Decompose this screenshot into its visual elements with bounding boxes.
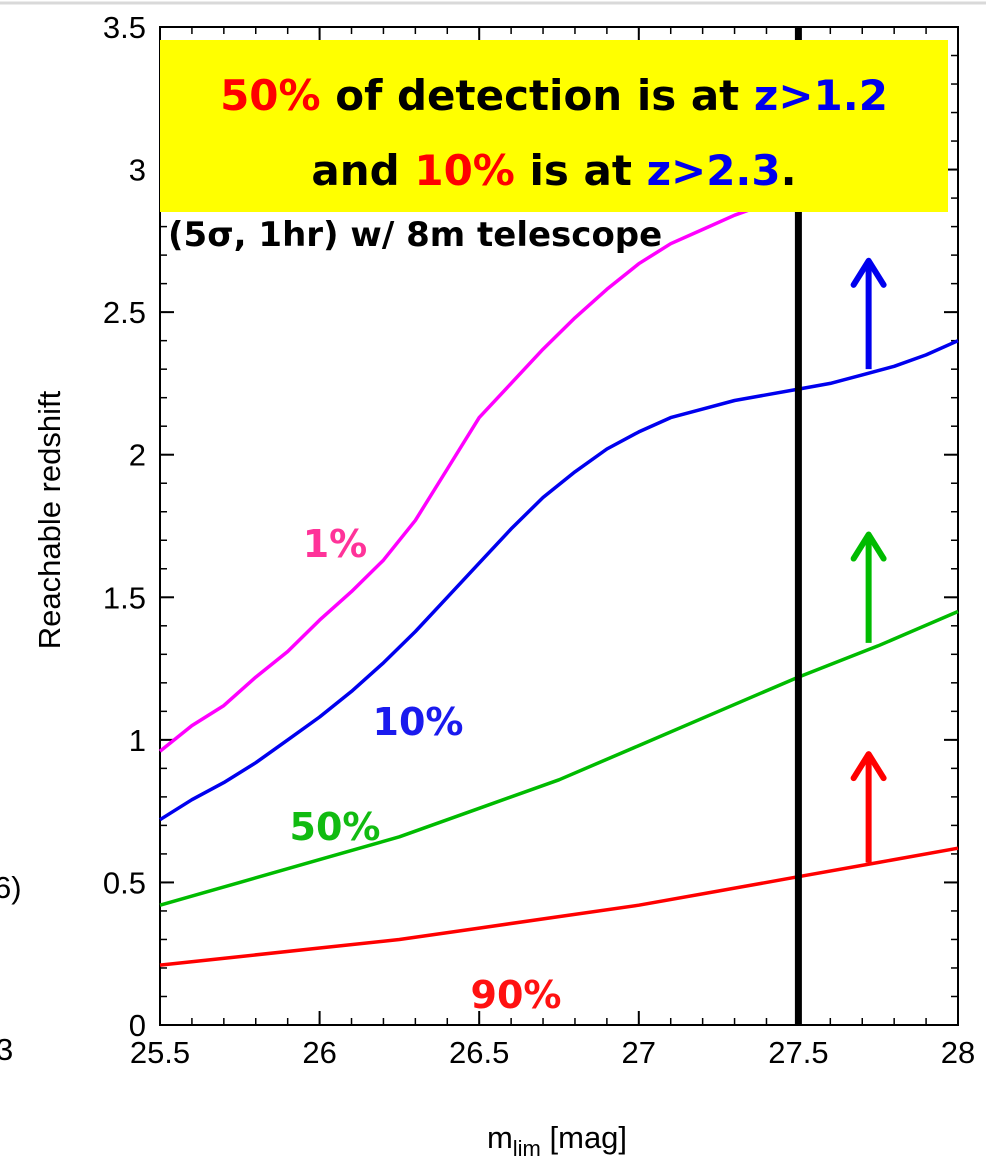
y-tick-label: 0.5 <box>103 865 146 900</box>
y-tick-label: 2 <box>129 438 146 473</box>
series-line-10pct <box>159 339 959 822</box>
series-label-1pct: 1% <box>303 522 368 566</box>
arrow-head <box>850 257 887 288</box>
x-tick-label: 26 <box>302 1035 336 1070</box>
x-axis-title-main: m <box>487 1120 513 1155</box>
series-label-50pct: 50% <box>290 805 381 849</box>
callout-fragment: 50% <box>220 71 321 120</box>
y-tick-label: 1 <box>129 723 146 758</box>
callout-fragment: z>2.3 <box>647 146 781 195</box>
callout-fragment: z>1.2 <box>754 71 888 120</box>
callout-fragment: 10% <box>414 146 515 195</box>
callout-fragment: . <box>781 146 797 195</box>
x-axis-title-unit: [mag] <box>541 1120 627 1155</box>
callout-line-1: 50% of detection is at z>1.2 <box>220 71 888 120</box>
cropped-fragment-1: 6) <box>0 870 22 905</box>
x-tick-label: 25.5 <box>130 1035 190 1070</box>
x-tick-label: 28 <box>941 1035 975 1070</box>
x-axis-title: mlim [mag] <box>487 1120 627 1161</box>
subtitle: (5σ, 1hr) w/ 8m telescope <box>168 215 662 255</box>
y-tick-label: 3.5 <box>103 10 146 45</box>
y-axis-title: Reachable redshift <box>32 390 67 649</box>
x-tick-label: 27.5 <box>768 1035 828 1070</box>
x-tick-label: 27 <box>622 1035 656 1070</box>
series-line-50pct <box>159 609 959 907</box>
callout-fragment: and <box>311 146 414 195</box>
cropped-fragment-2: 3 <box>0 1032 13 1067</box>
callout-box <box>160 40 948 212</box>
series-label-90pct: 90% <box>471 973 562 1017</box>
arrow-head <box>850 531 887 562</box>
plot-frame <box>159 26 959 1026</box>
series-label-10pct: 10% <box>373 700 464 744</box>
plot-area: 25.5 26 26.5 27 27.5 28 0 0.5 1 1.5 2 2.5 3 3.5 1% 10% 5… <box>103 10 975 1070</box>
callout-fragment: of detection is at <box>321 71 754 120</box>
callout-fragment: is at <box>515 146 647 195</box>
series-line-90pct <box>159 846 959 967</box>
y-tick-label: 1.5 <box>103 580 146 615</box>
x-axis-title-sub: lim <box>513 1136 541 1161</box>
y-tick-label: 2.5 <box>103 295 146 330</box>
x-tick-label: 26.5 <box>449 1035 509 1070</box>
series-line-1pct <box>158 193 799 753</box>
callout-line-2: and 10% is at z>2.3. <box>311 146 796 195</box>
y-tick-label: 0 <box>129 1008 146 1043</box>
y-tick-label: 3 <box>129 153 146 188</box>
arrow-head <box>850 751 887 782</box>
